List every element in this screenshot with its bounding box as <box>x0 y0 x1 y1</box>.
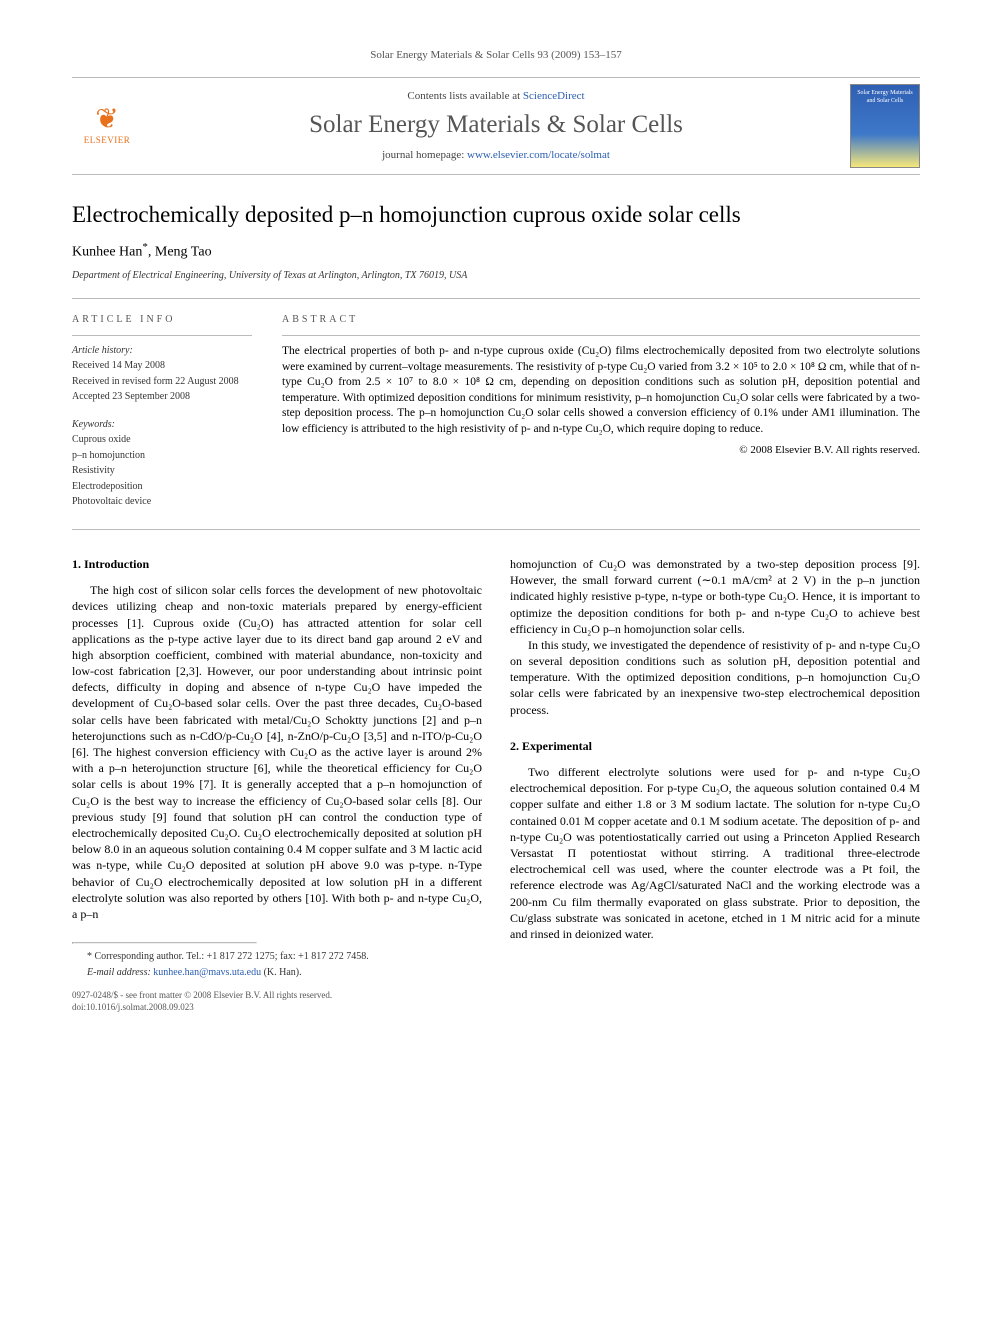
keyword-2: Resistivity <box>72 464 252 478</box>
keyword-3: Electrodeposition <box>72 480 252 494</box>
masthead: ❦ ELSEVIER Contents lists available at S… <box>72 77 920 175</box>
abstract-block: ABSTRACT The electrical properties of bo… <box>282 313 920 511</box>
journal-title: Solar Energy Materials & Solar Cells <box>142 108 850 142</box>
bottom-meta: 0927-0248/$ - see front matter © 2008 El… <box>72 989 482 1013</box>
article-info-rule <box>72 335 252 336</box>
affiliation: Department of Electrical Engineering, Un… <box>72 269 920 283</box>
keyword-4: Photovoltaic device <box>72 495 252 509</box>
history-received: Received 14 May 2008 <box>72 359 252 373</box>
footnote-rule <box>72 942 257 944</box>
contents-line: Contents lists available at ScienceDirec… <box>142 89 850 104</box>
issn-line: 0927-0248/$ - see front matter © 2008 El… <box>72 989 482 1001</box>
homepage-prefix: journal homepage: <box>382 149 467 161</box>
intro-para-1: The high cost of silicon solar cells for… <box>72 582 482 922</box>
email-footnote: E-mail address: kunhee.han@mavs.uta.edu … <box>72 966 482 980</box>
sciencedirect-link[interactable]: ScienceDirect <box>523 90 585 102</box>
abstract-copyright: © 2008 Elsevier B.V. All rights reserved… <box>282 443 920 458</box>
rule-bottom <box>72 529 920 530</box>
author-2: , Meng Tao <box>148 245 212 260</box>
body-columns: 1. Introduction The high cost of silicon… <box>72 556 920 1013</box>
article-info-heading: ARTICLE INFO <box>72 313 252 327</box>
exp-heading: 2. Experimental <box>510 738 920 754</box>
section-experimental: 2. Experimental Two different electrolyt… <box>510 738 920 942</box>
running-head: Solar Energy Materials & Solar Cells 93 … <box>72 48 920 63</box>
doi-line: doi:10.1016/j.solmat.2008.09.023 <box>72 1001 482 1013</box>
history-accepted: Accepted 23 September 2008 <box>72 390 252 404</box>
corresponding-footnote: * Corresponding author. Tel.: +1 817 272… <box>72 950 482 964</box>
abstract-heading: ABSTRACT <box>282 313 920 327</box>
email-link[interactable]: kunhee.han@mavs.uta.edu <box>153 967 261 978</box>
article-title: Electrochemically deposited p–n homojunc… <box>72 201 920 229</box>
publisher-name: ELSEVIER <box>84 134 131 146</box>
history-label: Article history: <box>72 344 252 358</box>
journal-cover-thumb: Solar Energy Materials and Solar Cells <box>850 84 920 168</box>
author-list: Kunhee Han*, Meng Tao <box>72 240 920 263</box>
meta-row: ARTICLE INFO Article history: Received 1… <box>72 299 920 529</box>
keywords-label: Keywords: <box>72 418 252 432</box>
elsevier-tree-icon: ❦ <box>95 106 118 134</box>
contents-prefix: Contents lists available at <box>407 90 522 102</box>
journal-homepage: journal homepage: www.elsevier.com/locat… <box>142 148 850 163</box>
history-revised: Received in revised form 22 August 2008 <box>72 375 252 389</box>
keyword-1: p–n homojunction <box>72 449 252 463</box>
intro-para-2: homojunction of Cu₂O was demonstrated by… <box>510 556 920 637</box>
exp-para-1: Two different electrolyte solutions were… <box>510 764 920 942</box>
publisher-logo: ❦ ELSEVIER <box>72 106 142 146</box>
cover-text: Solar Energy Materials and Solar Cells <box>853 89 917 105</box>
section-introduction: 1. Introduction The high cost of silicon… <box>72 556 482 922</box>
footnote-area: * Corresponding author. Tel.: +1 817 272… <box>72 942 482 1013</box>
homepage-link[interactable]: www.elsevier.com/locate/solmat <box>467 149 610 161</box>
abstract-rule <box>282 335 920 336</box>
masthead-center: Contents lists available at ScienceDirec… <box>142 89 850 162</box>
abstract-body: The electrical properties of both p- and… <box>282 344 920 437</box>
author-1: Kunhee Han <box>72 245 142 260</box>
intro-heading: 1. Introduction <box>72 556 482 572</box>
keyword-0: Cuprous oxide <box>72 433 252 447</box>
intro-para-3: In this study, we investigated the depen… <box>510 637 920 718</box>
email-who: (K. Han). <box>261 967 302 978</box>
article-info-block: ARTICLE INFO Article history: Received 1… <box>72 313 252 511</box>
email-label: E-mail address: <box>87 967 153 978</box>
